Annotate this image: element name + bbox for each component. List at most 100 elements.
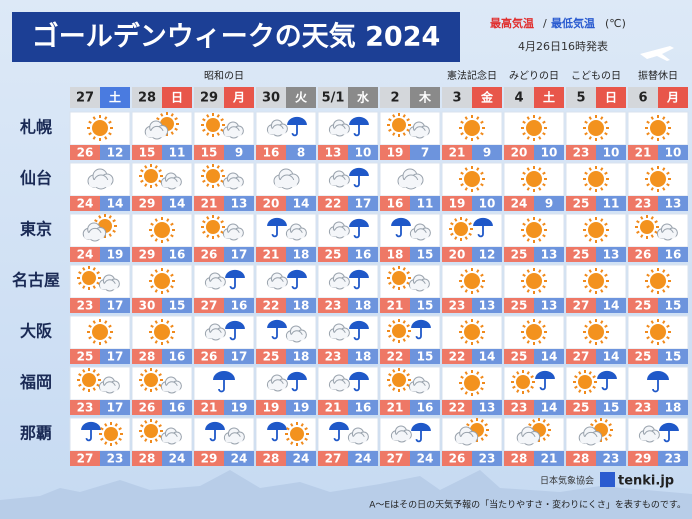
sun-ray <box>154 420 158 424</box>
high-box <box>628 145 658 160</box>
umbrella-icon <box>267 217 287 238</box>
low-temp: 24 <box>231 452 248 466</box>
sun-ray <box>604 419 608 423</box>
sun-ray <box>666 132 670 136</box>
weekday-box <box>348 87 378 108</box>
sun-ray <box>584 132 588 136</box>
high-box <box>504 196 534 211</box>
date-label: 5/1 <box>322 91 345 106</box>
low-temp: 11 <box>603 197 620 211</box>
sun-ray <box>666 285 670 289</box>
sun-ray <box>108 324 112 328</box>
umbrella-canopy <box>473 217 493 226</box>
sun-ray <box>460 285 464 289</box>
low-temp: 13 <box>479 299 496 313</box>
weekday-box <box>162 87 192 108</box>
sun-ray <box>460 171 464 175</box>
high-box <box>566 145 596 160</box>
cloud-icon <box>390 425 412 443</box>
low-temp: 17 <box>231 350 248 364</box>
holiday-label: みどりの日 <box>509 70 559 82</box>
sun-disc <box>526 171 542 187</box>
low-temp: 24 <box>355 452 372 466</box>
sun-disc <box>144 169 158 183</box>
low-temp: 16 <box>169 401 186 415</box>
high-box <box>380 349 410 364</box>
sun-ray <box>140 424 144 428</box>
cloud-icon <box>223 427 245 445</box>
high-temp: 20 <box>511 146 528 160</box>
city-label: 札幌 <box>19 118 52 137</box>
sun-ray <box>154 340 158 344</box>
umbrella-icon <box>535 370 555 391</box>
cloud-icon <box>222 223 244 241</box>
sun-ray <box>202 118 206 122</box>
sun-ray <box>640 234 644 238</box>
sun-ray <box>460 375 464 379</box>
sun-ray <box>388 118 392 122</box>
sun-ray <box>650 136 654 140</box>
high-box <box>566 400 596 415</box>
high-box <box>70 145 100 160</box>
weekday-label: 日 <box>605 91 617 105</box>
high-temp: 26 <box>635 248 652 262</box>
low-temp: 15 <box>169 299 186 313</box>
date-box <box>628 87 658 108</box>
sun-ray <box>526 136 530 140</box>
sun-icon <box>521 217 547 243</box>
sun-ray <box>546 423 550 427</box>
sun-ray <box>154 387 158 391</box>
date-box <box>318 87 348 108</box>
sun-icon <box>459 370 485 396</box>
sun-ray <box>604 234 608 238</box>
sun-ray <box>650 234 654 238</box>
sun-ray <box>530 375 534 379</box>
sun-ray <box>92 340 96 344</box>
high-temp: 25 <box>511 299 528 313</box>
cloud-icon <box>409 223 431 241</box>
umbrella-canopy <box>287 116 307 125</box>
high-temp: 28 <box>511 452 528 466</box>
high-box <box>256 247 286 262</box>
high-box <box>70 451 100 466</box>
sun-ray <box>578 371 582 375</box>
low-temp: 9 <box>483 146 491 160</box>
cloud-base <box>392 434 410 441</box>
cloud-icon <box>408 376 430 394</box>
sun-ray <box>476 187 480 191</box>
low-box <box>472 298 502 313</box>
sun-ray <box>216 132 220 136</box>
sun-ray <box>650 167 654 171</box>
high-temp: 23 <box>77 299 94 313</box>
high-box <box>318 400 348 415</box>
low-temp: 14 <box>603 299 620 313</box>
sun-ray <box>290 441 294 445</box>
sun-ray <box>578 389 582 393</box>
sun-ray <box>174 127 178 131</box>
sun-disc <box>464 171 480 187</box>
sun-ray <box>466 423 470 427</box>
cloud-icon <box>222 121 244 139</box>
sun-ray <box>522 234 526 238</box>
low-box <box>286 298 316 313</box>
date-label: 5 <box>576 91 585 106</box>
high-temp: 25 <box>325 248 342 262</box>
sun-ray <box>512 385 516 389</box>
low-box <box>162 247 192 262</box>
low-temp: 23 <box>479 452 496 466</box>
cloud-icon <box>408 274 430 292</box>
low-box <box>348 196 378 211</box>
high-temp: 15 <box>201 146 218 160</box>
cloud-base <box>349 436 367 443</box>
sun-icon <box>521 319 547 345</box>
sun-ray <box>216 114 220 118</box>
low-temp: 11 <box>417 197 434 211</box>
sun-icon <box>149 268 175 294</box>
sun-ray <box>464 391 468 395</box>
sun-ray <box>158 434 162 438</box>
high-box <box>628 247 658 262</box>
cloud-icon <box>266 119 288 137</box>
umbrella-handle <box>353 278 360 290</box>
sun-ray <box>158 179 162 183</box>
high-temp: 21 <box>325 401 342 415</box>
